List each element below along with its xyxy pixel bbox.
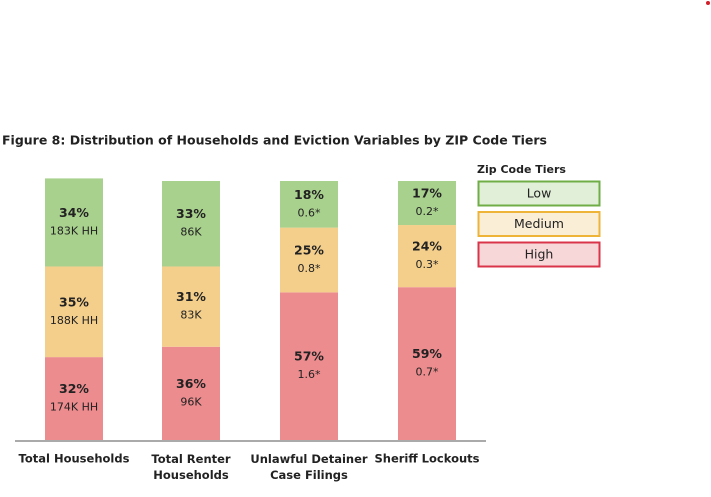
value-label: 59% xyxy=(412,346,442,361)
bar-segment xyxy=(45,266,103,358)
value-label: 32% xyxy=(59,381,89,396)
value-label: 31% xyxy=(176,289,206,304)
value-label: 36% xyxy=(176,376,206,391)
sub-label: 188K HH xyxy=(50,314,98,327)
legend-box xyxy=(477,180,601,207)
bar-segment xyxy=(162,181,220,267)
legend-label: High xyxy=(525,247,554,262)
bar-segment xyxy=(398,225,456,288)
x-tick-label: Total Renter Households xyxy=(151,452,231,482)
sub-label: 96K xyxy=(180,395,202,408)
value-label: 25% xyxy=(294,242,324,257)
sub-label: 86K xyxy=(180,226,202,239)
value-label: 24% xyxy=(412,239,442,254)
sub-label: 183K HH xyxy=(50,224,98,237)
sub-label: 174K HH xyxy=(50,401,98,414)
legend-box xyxy=(477,241,601,268)
value-label: 17% xyxy=(412,186,442,201)
label-line: Unlawful Detainer xyxy=(250,452,368,466)
label-line: Total Renter xyxy=(151,452,231,466)
bar-segment xyxy=(45,357,103,440)
bar-segment xyxy=(280,227,338,293)
sub-label: 0.8* xyxy=(298,262,321,275)
x-tick-label: Unlawful Detainer Case Filings xyxy=(250,452,368,482)
legend-label: Medium xyxy=(514,216,564,231)
value-label: 34% xyxy=(59,205,89,220)
x-tick-label: Total Households xyxy=(19,452,130,466)
bar-segment xyxy=(45,178,103,267)
bar-segment xyxy=(280,292,338,440)
bar-segment xyxy=(280,181,338,228)
sub-label: 0.3* xyxy=(416,258,439,271)
value-label: 57% xyxy=(294,349,324,364)
value-label: 18% xyxy=(294,187,324,202)
sub-label: 0.2* xyxy=(416,205,439,218)
sub-label: 0.7* xyxy=(416,366,439,379)
x-tick-label: Sheriff Lockouts xyxy=(374,452,479,466)
value-label: 35% xyxy=(59,294,89,309)
label-line: Case Filings xyxy=(270,468,348,482)
label-line: Households xyxy=(153,468,229,482)
value-label: 33% xyxy=(176,206,206,221)
decor-dot xyxy=(706,1,710,5)
bar-segment xyxy=(162,266,220,347)
bar-segment xyxy=(398,181,456,226)
bar-segment xyxy=(398,287,456,440)
sub-label: 83K xyxy=(180,309,202,322)
legend-title: Zip Code Tiers xyxy=(477,163,566,176)
chart-title: Figure 8: Distribution of Households and… xyxy=(2,133,547,148)
bar-segment xyxy=(162,346,220,440)
legend-label: Low xyxy=(527,186,552,201)
sub-label: 0.6* xyxy=(298,206,321,219)
legend-box xyxy=(477,211,601,237)
sub-label: 1.6* xyxy=(298,368,321,381)
